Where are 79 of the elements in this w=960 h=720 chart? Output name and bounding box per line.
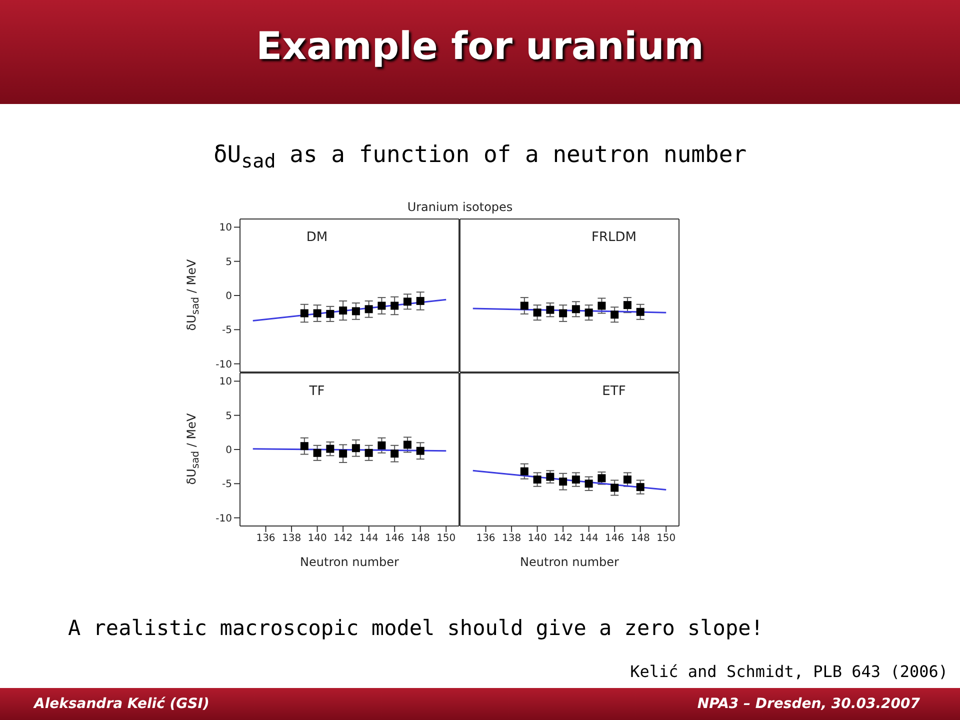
x-tick-label: 138	[282, 533, 302, 544]
y-tick-label: 0	[226, 445, 232, 456]
text: NPA3 – Dresden, 30.03.2007	[697, 696, 920, 712]
point	[416, 296, 424, 305]
point	[326, 444, 334, 453]
x-tick-label: 150	[436, 533, 456, 544]
x-axis-title: Neutron number	[520, 555, 620, 569]
text: Aleksandra Kelić (GSI)	[34, 696, 210, 712]
y-tick-label: -10	[216, 359, 232, 370]
point	[520, 467, 528, 476]
y-tick-label: -5	[222, 325, 232, 336]
point	[610, 484, 619, 492]
x-tick-label: 138	[502, 533, 522, 544]
x-tick-label: 148	[410, 533, 430, 544]
point	[572, 476, 580, 484]
point	[403, 440, 412, 449]
point	[378, 302, 386, 310]
point	[623, 301, 632, 310]
x-tick-label: 136	[256, 533, 276, 544]
point	[533, 476, 542, 484]
point	[623, 476, 632, 484]
y-tick-label: 5	[226, 256, 232, 268]
y-tick-label: 0	[226, 291, 232, 302]
y-tick-label: -5	[222, 479, 232, 490]
point	[636, 483, 644, 492]
point	[313, 448, 322, 457]
annotation: FRLDM	[592, 230, 636, 245]
y-tick-label: -10	[216, 513, 232, 524]
chart-subtitle: δU$_{sad}$ as a function of a neutron number	[212, 142, 748, 173]
annotation: ETF	[602, 384, 626, 399]
point	[636, 308, 644, 316]
text: A realistic macroscopic model should give a zero slope!	[68, 616, 764, 640]
point	[520, 302, 528, 310]
point	[584, 308, 593, 317]
point	[559, 309, 568, 318]
point	[364, 448, 373, 457]
point	[546, 306, 554, 314]
point	[339, 450, 348, 458]
point	[559, 478, 568, 486]
chart-title: Example for uranium	[255, 24, 705, 68]
point	[610, 310, 619, 319]
point	[403, 298, 412, 306]
point	[300, 442, 308, 450]
x-tick-label: 142	[554, 533, 573, 544]
point	[326, 310, 334, 318]
x-tick-label: 146	[385, 533, 404, 544]
point	[390, 450, 399, 458]
annotation: DM	[306, 230, 328, 245]
point	[598, 302, 606, 310]
point	[416, 446, 424, 455]
x-tick-label: 144	[579, 533, 598, 544]
point	[584, 480, 593, 488]
x-axis-title: Neutron number	[300, 555, 400, 569]
point	[546, 472, 554, 481]
x-tick-label: 150	[656, 533, 676, 544]
y-tick-label: 10	[219, 222, 232, 234]
point	[352, 444, 360, 452]
point	[300, 309, 308, 318]
annotation: TF	[309, 384, 325, 399]
point	[533, 308, 542, 317]
x-tick-label: 136	[476, 533, 496, 544]
x-tick-label: 140	[528, 533, 547, 544]
x-tick-label: 146	[605, 533, 624, 544]
x-tick-label: 140	[308, 533, 327, 544]
text: Kelić and Schmidt, PLB 643 (2006)	[630, 662, 948, 681]
text: Uranium isotopes	[407, 200, 513, 214]
point	[390, 302, 399, 310]
point	[364, 305, 373, 314]
x-tick-label: 142	[334, 533, 353, 544]
point	[339, 306, 348, 315]
x-tick-label: 148	[630, 533, 650, 544]
point	[378, 441, 386, 450]
point	[572, 305, 580, 314]
point	[598, 474, 606, 482]
y-tick-label: 5	[226, 410, 232, 422]
point	[313, 309, 322, 318]
x-tick-label: 144	[359, 533, 378, 544]
point	[352, 307, 360, 316]
y-tick-label: 10	[219, 376, 232, 388]
